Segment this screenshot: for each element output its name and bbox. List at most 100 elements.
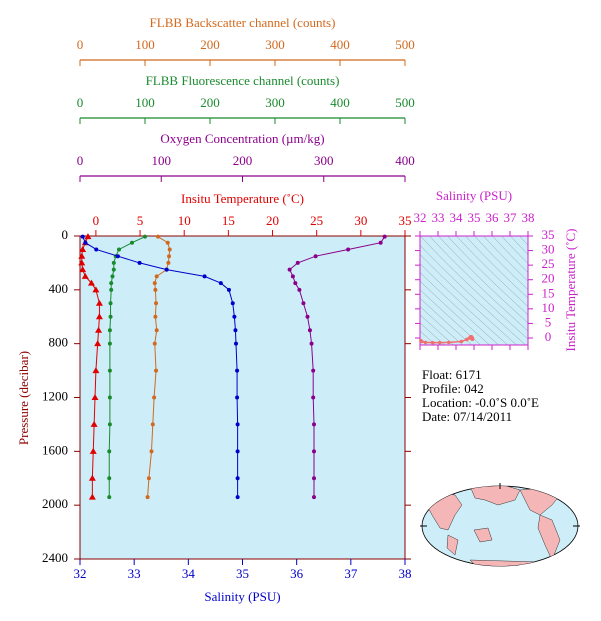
float-info: Profile: 042 — [422, 381, 484, 396]
x-tick-label: 36 — [486, 210, 500, 225]
profile-marker — [111, 260, 116, 265]
x-tick-label: 38 — [399, 566, 412, 581]
profile-marker — [94, 340, 102, 347]
profile-marker — [164, 267, 169, 272]
profile-marker — [87, 279, 95, 286]
y-axis-title: Insitu Temperature (˚C) — [563, 228, 578, 351]
x-axis-title: FLBB Fluorescence channel (counts) — [146, 73, 340, 88]
y-tick-label: 15 — [542, 285, 555, 300]
profile-marker — [108, 314, 113, 319]
x-tick-label: 500 — [395, 95, 415, 110]
profile-marker — [107, 476, 112, 481]
x-tick-label: 32 — [414, 210, 427, 225]
profile-marker — [235, 495, 240, 500]
profile-marker — [145, 495, 150, 500]
profile-marker — [95, 299, 103, 306]
y-axis-title: Pressure (decibar) — [16, 351, 31, 445]
density-contour — [420, 244, 527, 345]
profile-marker — [154, 368, 159, 373]
x-tick-label: 300 — [265, 37, 285, 52]
profile-marker — [95, 326, 103, 333]
profile-marker — [109, 287, 114, 292]
profile-marker — [233, 328, 238, 333]
y-tick-label: 35 — [542, 227, 555, 242]
plot-background — [80, 236, 405, 559]
ts-point — [438, 340, 442, 345]
profile-marker — [146, 476, 151, 481]
density-contour — [420, 272, 500, 345]
profile-marker — [301, 301, 306, 306]
profile-marker — [111, 267, 116, 272]
density-contour — [501, 236, 528, 264]
profile-marker — [287, 267, 292, 272]
x-tick-label: 30 — [354, 213, 367, 228]
x-tick-label: 400 — [395, 153, 415, 168]
profile-marker — [84, 233, 92, 240]
profile-marker — [309, 341, 314, 346]
profile-marker — [218, 281, 223, 286]
profile-marker — [152, 341, 157, 346]
x-tick-label: 34 — [450, 210, 464, 225]
x-axis-title: Salinity (PSU) — [436, 188, 512, 203]
profile-marker — [235, 422, 240, 427]
x-tick-label: 500 — [395, 37, 415, 52]
profile-marker — [235, 368, 240, 373]
profile-marker — [235, 395, 240, 400]
density-contour — [429, 236, 528, 332]
profile-marker — [307, 328, 312, 333]
density-contour — [420, 306, 464, 345]
profile-marker — [137, 260, 142, 265]
profile-marker — [166, 260, 171, 265]
profile-marker — [94, 247, 99, 252]
profile-marker — [153, 314, 158, 319]
x-tick-label: 300 — [314, 153, 334, 168]
profile-marker — [230, 301, 235, 306]
x-tick-label: 0 — [93, 213, 100, 228]
profile-marker — [312, 476, 316, 481]
profile-marker — [154, 328, 159, 333]
y-tick-label: 0 — [545, 329, 552, 344]
profile-marker — [117, 247, 121, 252]
profile-marker — [234, 341, 238, 346]
x-tick-label: 0 — [77, 37, 84, 52]
profile-marker — [290, 274, 295, 279]
profile-marker — [110, 274, 115, 279]
y-tick-label: 2400 — [42, 550, 68, 565]
profile-marker — [83, 240, 88, 245]
profile-marker — [107, 495, 112, 500]
ts-point — [459, 339, 464, 344]
ts-point — [423, 340, 428, 345]
float-info: Float: 6171 — [422, 367, 482, 382]
profile-marker — [90, 420, 98, 427]
ts-point — [470, 337, 475, 341]
profile-marker — [293, 281, 298, 286]
density-contours — [420, 236, 528, 345]
profile-marker — [232, 314, 237, 319]
x-axis-title: FLBB Backscatter channel (counts) — [150, 15, 336, 30]
x-tick-label: 35 — [468, 210, 481, 225]
density-contour — [510, 236, 528, 255]
profile-marker — [382, 234, 387, 239]
profile-marker — [152, 395, 157, 400]
profile-marker — [95, 313, 103, 320]
profile-marker — [107, 449, 112, 454]
density-contour — [447, 236, 528, 316]
float-info: Date: 07/14/2011 — [422, 409, 512, 424]
profile-marker — [89, 447, 97, 454]
profile-marker — [378, 240, 383, 245]
profile-marker — [107, 368, 112, 373]
profile-marker — [235, 476, 240, 481]
x-tick-label: 400 — [330, 37, 350, 52]
density-contour — [465, 236, 528, 299]
x-tick-label: 100 — [135, 37, 155, 52]
profile-marker — [167, 254, 172, 259]
profile-marker — [311, 368, 316, 373]
profile-marker — [312, 422, 316, 427]
density-contour — [474, 236, 528, 291]
x-tick-label: 100 — [152, 153, 172, 168]
profile-marker — [313, 254, 318, 259]
profile-marker — [156, 234, 160, 239]
x-tick-label: 38 — [522, 210, 535, 225]
x-tick-label: 33 — [432, 210, 445, 225]
